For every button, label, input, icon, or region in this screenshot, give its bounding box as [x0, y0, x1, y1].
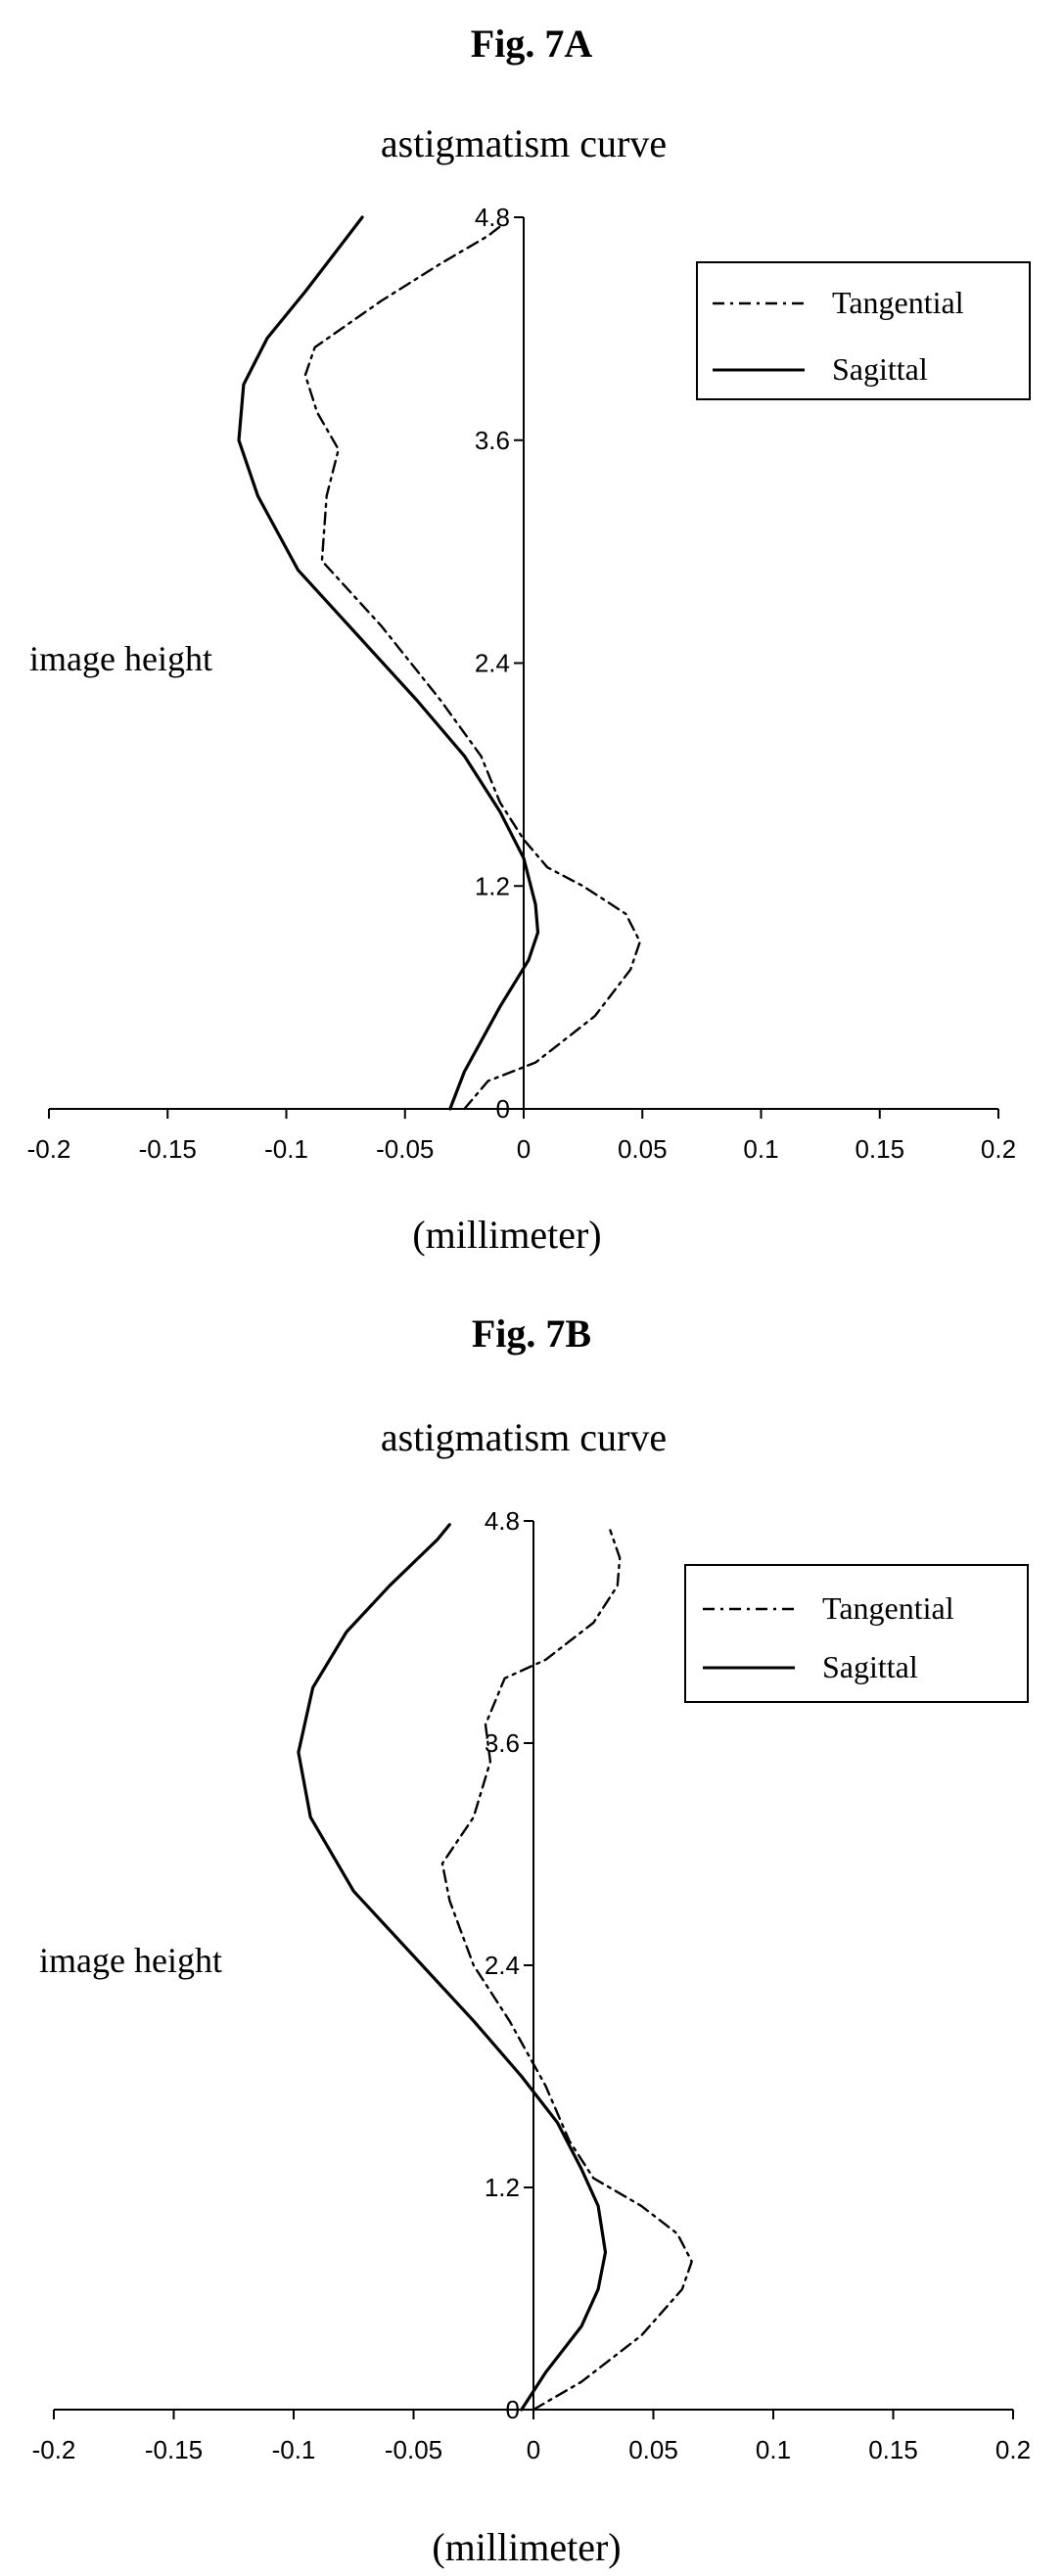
- y-tick-label: 1.2: [485, 2173, 520, 2202]
- y-tick-label: 0: [506, 2395, 520, 2424]
- figure-7a-canvas: Fig. 7A astigmatism curve image height (…: [0, 0, 1064, 1288]
- x-tick-label: 0: [517, 1134, 531, 1164]
- x-tick-label: -0.05: [376, 1134, 434, 1164]
- x-tick-label: 0.2: [981, 1134, 1016, 1164]
- x-tick-label: 0.1: [743, 1134, 778, 1164]
- x-axis-label: (millimeter): [432, 2525, 621, 2569]
- y-axis-label: image height: [39, 1941, 222, 1980]
- figure-label: Fig. 7A: [471, 22, 593, 66]
- axes: -0.2 -0.15 -0.1 -0.05 0 0.05 0.1 0.15 0.2 0 1.2 2.4…: [27, 203, 1016, 1164]
- figure-label: Fig. 7B: [472, 1311, 591, 1356]
- y-tick-label: 1.2: [475, 871, 510, 900]
- x-tick-label: 0: [527, 2435, 540, 2464]
- x-tick-label: 0.15: [855, 1134, 904, 1164]
- x-axis-label: (millimeter): [412, 1213, 601, 1257]
- figure-7b: Fig. 7B astigmatism curve image height (…: [0, 1288, 1064, 2576]
- series-line-sagittal: [299, 1525, 606, 2410]
- legend: Tangential Sagittal: [697, 262, 1030, 399]
- series-line-tangential: [442, 1531, 692, 2411]
- y-tick-label: 4.8: [475, 203, 510, 232]
- x-tick-label: 0.05: [618, 1134, 668, 1164]
- series-group: [239, 217, 640, 1109]
- x-tick-label: -0.1: [264, 1134, 308, 1164]
- legend-label-sagittal: Sagittal: [822, 1649, 918, 1684]
- y-tick-label: 2.4: [475, 649, 510, 678]
- x-tick-label: 0.05: [628, 2435, 678, 2464]
- legend-label-sagittal: Sagittal: [832, 351, 928, 387]
- y-tick-label: 4.8: [485, 1506, 520, 1536]
- x-tick-label: -0.1: [272, 2435, 316, 2464]
- figure-7b-canvas: Fig. 7B astigmatism curve image height (…: [0, 1288, 1064, 2576]
- legend-label-tangential: Tangential: [832, 285, 964, 320]
- x-tick-label: -0.15: [145, 2435, 203, 2464]
- x-tick-label: 0.1: [756, 2435, 791, 2464]
- figure-7a: Fig. 7A astigmatism curve image height (…: [0, 0, 1064, 1288]
- y-tick-label: 2.4: [485, 1951, 520, 1980]
- legend-label-tangential: Tangential: [822, 1590, 954, 1626]
- chart-title: astigmatism curve: [381, 121, 667, 165]
- y-axis-label: image height: [29, 639, 212, 678]
- chart-title: astigmatism curve: [381, 1415, 667, 1459]
- y-tick-label: 3.6: [475, 426, 510, 455]
- y-tick-label: 0: [496, 1094, 510, 1124]
- x-tick-label: -0.15: [139, 1134, 197, 1164]
- x-tick-label: -0.05: [385, 2435, 442, 2464]
- x-tick-label: 0.2: [995, 2435, 1031, 2464]
- x-tick-label: -0.2: [32, 2435, 76, 2464]
- series-line-tangential: [305, 227, 640, 1110]
- x-tick-label: -0.2: [27, 1134, 71, 1164]
- x-tick-label: 0.15: [868, 2435, 918, 2464]
- legend: Tangential Sagittal: [685, 1565, 1028, 1702]
